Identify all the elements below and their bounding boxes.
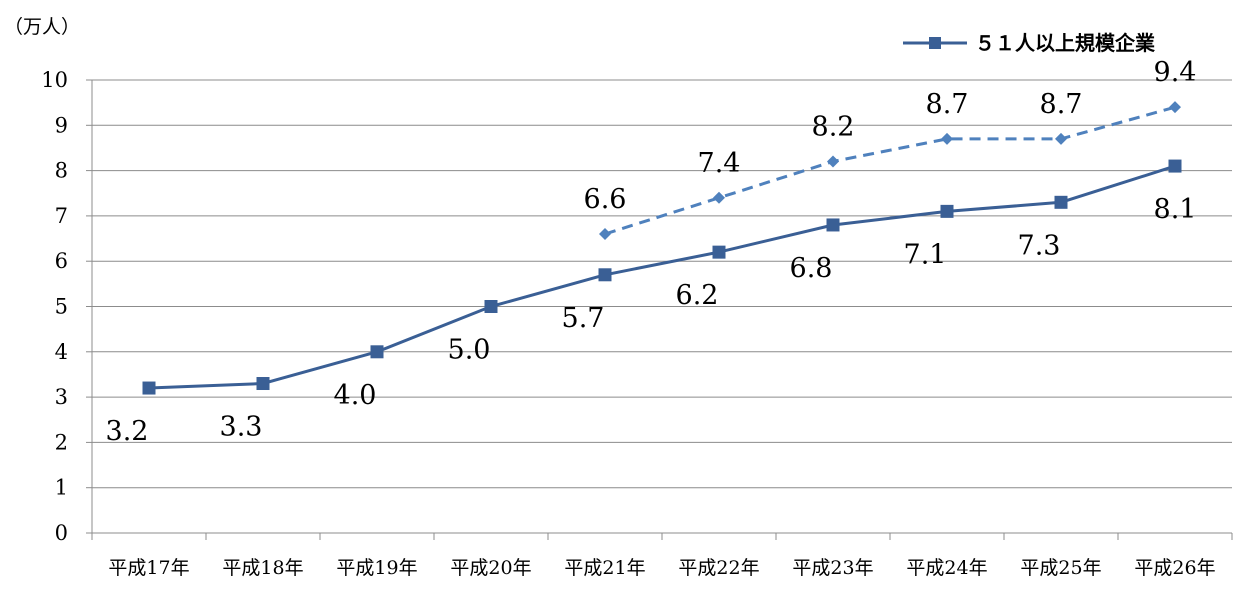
series	[142, 101, 1182, 395]
data-label: 6.8	[790, 253, 833, 284]
square-data-point	[142, 381, 156, 395]
data-label: 6.6	[584, 184, 627, 215]
y-tick-labels: 0 1 2 3 4 5 6 7 8 9 10	[41, 68, 68, 545]
diamond-data-point	[713, 191, 725, 204]
x-tick-label: 平成24年	[906, 557, 987, 579]
data-label: 8.7	[1040, 89, 1083, 120]
gridlines	[92, 79, 1232, 489]
square-data-point	[1054, 195, 1068, 209]
x-tick-label: 平成19年	[336, 557, 417, 579]
y-tick-label: 7	[55, 204, 68, 228]
diamond-data-point	[941, 132, 953, 145]
data-label: 5.0	[448, 335, 491, 366]
data-label: 5.7	[562, 303, 605, 334]
square-data-point	[826, 218, 840, 232]
x-tick-label: 平成25年	[1020, 557, 1101, 579]
y-tick-label: 1	[55, 476, 68, 500]
legend-label: ５１人以上規模企業	[975, 31, 1156, 55]
x-tick-label: 平成22年	[678, 557, 759, 579]
y-tick-label: 0	[55, 521, 68, 545]
y-tick-label: 6	[55, 249, 68, 273]
x-tick-label: 平成17年	[108, 557, 189, 579]
data-label: 4.0	[334, 380, 377, 411]
square-data-point	[712, 245, 726, 259]
square-data-point	[940, 204, 954, 218]
solid-series-line	[148, 164, 1176, 390]
y-tick-label: 8	[55, 159, 68, 183]
data-label: 7.1	[904, 239, 947, 270]
data-label: 3.3	[220, 412, 263, 443]
y-tick-label: 9	[55, 113, 68, 137]
square-data-point	[370, 345, 384, 359]
y-unit-label: （万人）	[4, 16, 80, 38]
data-label: 6.2	[676, 280, 719, 311]
data-label: 8.2	[812, 112, 855, 143]
data-label: 8.7	[926, 89, 969, 120]
x-tick-label: 平成20年	[450, 557, 531, 579]
data-label: 7.3	[1018, 230, 1061, 261]
x-tick-label: 平成21年	[564, 557, 645, 579]
y-tick-label: 2	[55, 430, 68, 454]
data-labels: 3.2 3.3 4.0 5.0 5.7 6.2 6.8 7.1 7.3 8.1 6.6 7.4 8.2 8…	[106, 57, 1197, 447]
y-tick-label: 3	[55, 385, 68, 409]
x-tick-labels: 平成17年 平成18年 平成19年 平成20年 平成21年 平成22年 平成23年 平成24年…	[108, 557, 1215, 579]
square-data-point	[1168, 159, 1182, 173]
data-label: 3.2	[106, 416, 149, 447]
square-data-point	[598, 268, 612, 282]
legend: ５１人以上規模企業	[903, 31, 1156, 55]
data-label: 7.4	[698, 148, 741, 179]
x-tick-label: 平成18年	[222, 557, 303, 579]
diamond-data-point	[827, 155, 839, 168]
square-data-point	[256, 377, 270, 391]
x-tick-label: 平成26年	[1134, 557, 1215, 579]
square-data-point	[484, 300, 498, 313]
y-tick-label: 4	[55, 340, 68, 364]
dashed-series-line	[604, 105, 1176, 236]
legend-square-marker	[929, 37, 941, 49]
diamond-data-point	[1055, 132, 1067, 145]
y-tick-label: 10	[41, 68, 68, 92]
diamond-data-point	[1169, 101, 1181, 114]
data-label: 8.1	[1154, 194, 1197, 225]
x-tick-label: 平成23年	[792, 557, 873, 579]
axes	[86, 79, 1233, 540]
diamond-data-point	[599, 228, 611, 241]
y-tick-label: 5	[55, 295, 68, 319]
data-label: 9.4	[1154, 57, 1197, 88]
